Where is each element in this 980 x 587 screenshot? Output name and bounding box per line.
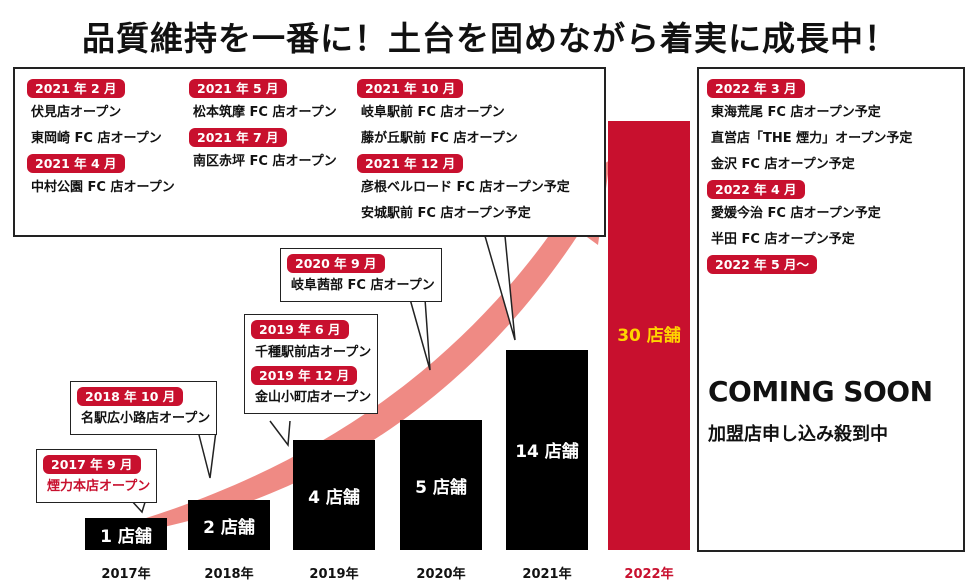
- date-tag: 2018 年 10 月: [77, 387, 184, 406]
- callout-2020: 2020 年 9 月 岐阜茜部 FC 店オープン: [280, 248, 442, 302]
- date-tag: 2021 年 2 月: [27, 79, 125, 98]
- year-label: 2020年: [416, 567, 466, 582]
- pointer-2018: [197, 430, 217, 479]
- date-tag: 2019 年 6 月: [251, 320, 349, 339]
- data-label: 30 店舗: [617, 326, 681, 346]
- date-tag: 2021 年 4 月: [27, 154, 125, 173]
- list-item: 南区赤坪 FC 店オープン: [193, 154, 337, 169]
- list-item: 東海荒尾 FC 店オープン予定: [711, 105, 881, 120]
- coming-soon: COMING SOON: [708, 375, 933, 408]
- data-label: 1 店舗: [100, 526, 152, 547]
- list-item: 岐阜駅前 FC 店オープン: [361, 105, 505, 120]
- box-2021: 2021 年 2 月 伏見店オープン 東岡崎 FC 店オープン 2021 年 4…: [13, 67, 606, 237]
- list-item: 半田 FC 店オープン予定: [711, 232, 855, 247]
- pointer-2019: [269, 420, 291, 448]
- bar-2022年: 30 店舗: [608, 121, 690, 550]
- date-tag: 2021 年 12 月: [357, 154, 464, 173]
- bar-2021年: 14 店舗: [506, 349, 588, 550]
- list-item: 彦根ベルロード FC 店オープン予定: [361, 180, 570, 195]
- bar-2020年: 5 店舗: [400, 420, 482, 550]
- callout-2018: 2018 年 10 月 名駅広小路店オープン: [70, 381, 218, 435]
- list-item: 直営店「THE 煙力」オープン予定: [711, 131, 913, 146]
- page-title: 品質維持を一番に！土台を固めながら着実に成長中！: [82, 19, 898, 58]
- year-label: 2018年: [204, 567, 254, 582]
- bar-2019年: 4 店舗: [293, 440, 375, 550]
- year-label: 2021年: [522, 567, 572, 582]
- bar-2018年: 2 店舗: [188, 500, 270, 550]
- callout-text: 名駅広小路店オープン: [81, 411, 211, 426]
- date-tag: 2020 年 9 月: [287, 254, 385, 273]
- list-item: 金沢 FC 店オープン予定: [711, 157, 855, 172]
- col-3: 2021 年 10 月 岐阜駅前 FC 店オープン 藤が丘駅前 FC 店オープン…: [357, 77, 570, 227]
- data-label: 5 店舗: [415, 477, 467, 498]
- box-2022: 2022 年 3 月 東海荒尾 FC 店オープン予定 直営店「THE 煙力」オー…: [697, 67, 965, 552]
- date-tag: 2019 年 12 月: [251, 366, 358, 385]
- recruit-text: 加盟店申し込み殺到中: [708, 424, 888, 445]
- pointer-2021: [484, 235, 516, 341]
- data-label: 2 店舗: [203, 517, 255, 538]
- list-item: 松本筑摩 FC 店オープン: [193, 105, 337, 120]
- date-tag: 2021 年 7 月: [189, 128, 287, 147]
- year-label: 2017年: [101, 567, 151, 582]
- date-tag: 2021 年 5 月: [189, 79, 287, 98]
- date-tag: 2017 年 9 月: [43, 455, 141, 474]
- col-1: 2021 年 2 月 伏見店オープン 東岡崎 FC 店オープン 2021 年 4…: [27, 77, 175, 201]
- callout-2017: 2017 年 9 月 煙力本店オープン: [36, 449, 158, 503]
- date-tag: 2022 年 4 月: [707, 180, 805, 199]
- callout-text: 千種駅前店オープン: [255, 345, 372, 360]
- year-label: 2019年: [309, 567, 359, 582]
- data-label: 14 店舗: [515, 442, 579, 463]
- callout-text: 岐阜茜部 FC 店オープン: [291, 278, 435, 293]
- data-label: 4 店舗: [308, 487, 360, 508]
- list-item: 藤が丘駅前 FC 店オープン: [361, 131, 518, 146]
- list-item: 安城駅前 FC 店オープン予定: [361, 206, 531, 221]
- pointer-2020: [409, 298, 431, 371]
- col-2: 2021 年 5 月 松本筑摩 FC 店オープン 2021 年 7 月 南区赤坪…: [189, 77, 337, 175]
- bar-2017年: 1 店舗: [85, 518, 167, 550]
- year-label: 2022年: [624, 567, 674, 582]
- callout-text: 煙力本店オープン: [47, 479, 151, 494]
- list-item: 東岡崎 FC 店オープン: [31, 131, 162, 146]
- list-item: 愛媛今治 FC 店オープン予定: [711, 206, 881, 221]
- date-tag: 2022 年 3 月: [707, 79, 805, 98]
- callout-2019: 2019 年 6 月 千種駅前店オープン 2019 年 12 月 金山小町店オー…: [244, 314, 379, 414]
- list-item: 中村公園 FC 店オープン: [31, 180, 175, 195]
- col-2022: 2022 年 3 月 東海荒尾 FC 店オープン予定 直営店「THE 煙力」オー…: [707, 77, 912, 276]
- list-item: 伏見店オープン: [31, 105, 122, 120]
- date-tag: 2021 年 10 月: [357, 79, 464, 98]
- date-tag: 2022 年 5 月～: [707, 255, 818, 274]
- callout-text: 金山小町店オープン: [255, 390, 372, 405]
